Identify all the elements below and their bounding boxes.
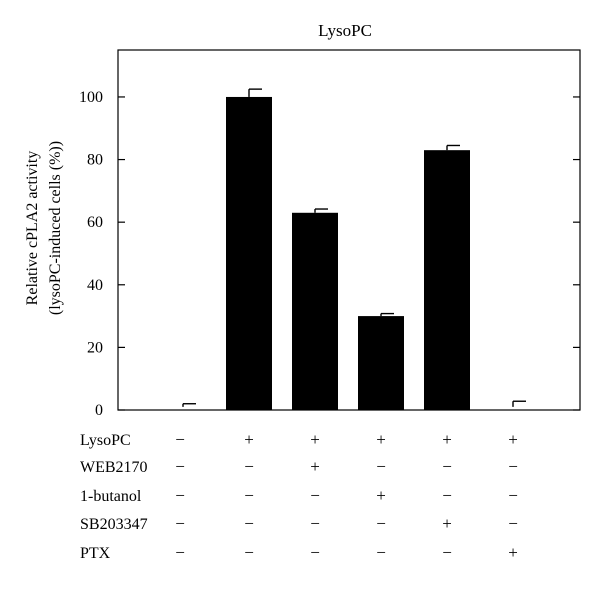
condition-sign: +: [310, 457, 320, 476]
condition-sign: +: [376, 486, 386, 505]
condition-sign: +: [442, 514, 452, 533]
y-tick-label: 80: [87, 152, 103, 169]
y-tick-label: 100: [79, 89, 103, 106]
condition-sign: −: [310, 543, 320, 562]
bar: [226, 96, 272, 411]
plot-frame: [117, 49, 581, 411]
chart-title: LysoPC: [318, 21, 372, 40]
condition-sign: −: [175, 543, 185, 562]
y-axis-ticks: 0 20 40 60 80 100: [79, 89, 580, 419]
condition-sign: −: [244, 486, 254, 505]
condition-sign: −: [244, 457, 254, 476]
condition-sign: +: [508, 543, 518, 562]
condition-sign: +: [244, 430, 254, 449]
condition-sign: −: [175, 430, 185, 449]
y-tick-label: 20: [87, 339, 103, 356]
condition-sign: −: [376, 514, 386, 533]
condition-sign: −: [175, 457, 185, 476]
y-axis-label: Relative cPLA2 activity (lysoPC-induced …: [24, 141, 64, 315]
condition-sign: +: [310, 430, 320, 449]
y-axis-label-line-2: (lysoPC-induced cells (%)): [47, 141, 64, 315]
condition-label: LysoPC: [80, 432, 131, 449]
condition-sign: −: [508, 486, 518, 505]
condition-sign: −: [508, 514, 518, 533]
condition-sign: −: [310, 486, 320, 505]
condition-table: LysoPC − + + + + + WEB2170 − − + − − − 1-butanol − − − + − −…: [80, 430, 518, 562]
condition-sign: −: [508, 457, 518, 476]
y-tick-label: 40: [87, 277, 103, 294]
condition-sign: −: [244, 543, 254, 562]
condition-sign: −: [376, 543, 386, 562]
condition-sign: −: [442, 486, 452, 505]
condition-sign: −: [244, 514, 254, 533]
condition-sign: −: [442, 457, 452, 476]
condition-sign: −: [376, 457, 386, 476]
y-axis-label-line-1: Relative cPLA2 activity: [24, 151, 41, 306]
condition-label: 1-butanol: [80, 488, 142, 505]
condition-sign: −: [310, 514, 320, 533]
condition-sign: +: [442, 430, 452, 449]
y-tick-label: 0: [95, 402, 103, 419]
condition-label: SB203347: [80, 516, 148, 533]
bar: [424, 150, 470, 410]
condition-sign: +: [376, 430, 386, 449]
condition-label: PTX: [80, 545, 111, 562]
condition-sign: −: [175, 514, 185, 533]
bar: [292, 212, 338, 410]
bars: [182, 88, 526, 411]
y-tick-label: 60: [87, 214, 103, 231]
condition-sign: −: [175, 486, 185, 505]
condition-sign: −: [442, 543, 452, 562]
condition-label: WEB2170: [80, 459, 148, 476]
bar: [358, 316, 404, 410]
condition-sign: +: [508, 430, 518, 449]
